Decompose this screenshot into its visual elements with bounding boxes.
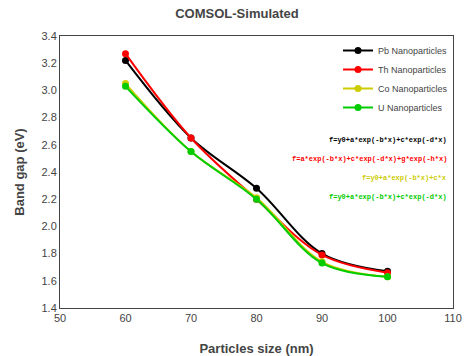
svg-text:Band gap (eV): Band gap (eV) bbox=[12, 128, 27, 215]
svg-text:70: 70 bbox=[185, 312, 197, 324]
svg-text:3.4: 3.4 bbox=[42, 30, 57, 42]
svg-text:Particles size (nm): Particles size (nm) bbox=[199, 341, 313, 356]
svg-text:2.2: 2.2 bbox=[42, 193, 57, 205]
svg-text:2.8: 2.8 bbox=[42, 111, 57, 123]
svg-text:f=y0+a*exp(-b*x)+c*exp(-d*x): f=y0+a*exp(-b*x)+c*exp(-d*x) bbox=[329, 136, 447, 144]
svg-text:1.6: 1.6 bbox=[42, 275, 57, 287]
svg-text:3.2: 3.2 bbox=[42, 57, 57, 69]
svg-text:100: 100 bbox=[378, 312, 396, 324]
svg-text:60: 60 bbox=[119, 312, 131, 324]
svg-text:f=a*exp(-b*x)+c*exp(-d*x)+g*ex: f=a*exp(-b*x)+c*exp(-d*x)+g*exp(-h*x) bbox=[292, 155, 447, 163]
svg-text:3.0: 3.0 bbox=[42, 84, 57, 96]
svg-text:f=y0+a*exp(-b*x)+c*x: f=y0+a*exp(-b*x)+c*x bbox=[362, 174, 447, 182]
svg-text:2.0: 2.0 bbox=[42, 220, 57, 232]
svg-text:80: 80 bbox=[250, 312, 262, 324]
svg-text:2.4: 2.4 bbox=[42, 166, 57, 178]
svg-text:50: 50 bbox=[54, 312, 66, 324]
svg-text:Th Nanoparticles: Th Nanoparticles bbox=[378, 65, 447, 75]
svg-text:COMSOL-Simulated: COMSOL-Simulated bbox=[175, 6, 299, 21]
svg-text:Pb Nanoparticles: Pb Nanoparticles bbox=[378, 46, 447, 56]
svg-text:90: 90 bbox=[316, 312, 328, 324]
svg-text:1.8: 1.8 bbox=[42, 247, 57, 259]
svg-text:Co Nanoparticles: Co Nanoparticles bbox=[378, 84, 448, 94]
svg-text:2.6: 2.6 bbox=[42, 139, 57, 151]
svg-text:f=y0+a*exp(-b*x)+c*exp(-d*x): f=y0+a*exp(-b*x)+c*exp(-d*x) bbox=[329, 193, 447, 201]
svg-text:110: 110 bbox=[444, 312, 462, 324]
svg-text:1.4: 1.4 bbox=[42, 302, 57, 314]
svg-text:U Nanoparticles: U Nanoparticles bbox=[378, 103, 443, 113]
